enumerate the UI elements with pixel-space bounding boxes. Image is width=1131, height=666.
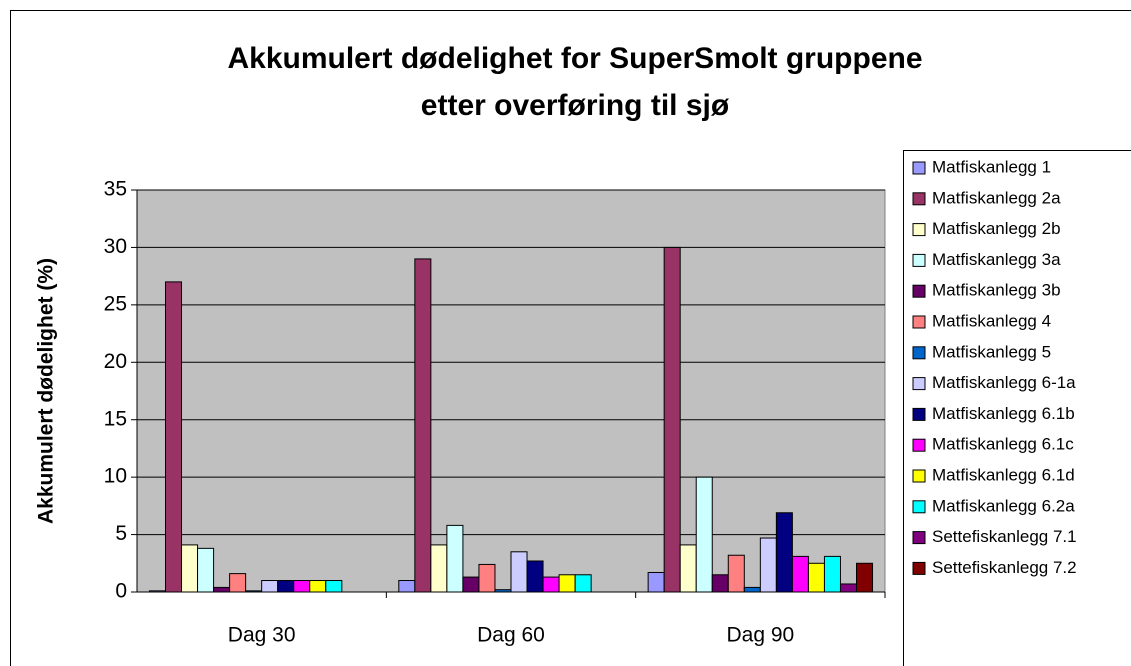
legend-swatch — [912, 531, 926, 545]
bar — [213, 586, 231, 593]
legend-label: Matfiskanlegg 5 — [932, 342, 1051, 361]
bar — [711, 574, 729, 593]
bar — [414, 258, 432, 593]
x-tick-label: Dag 90 — [726, 624, 794, 647]
bar — [430, 544, 448, 593]
y-tick-label: 30 — [104, 235, 127, 258]
bar — [197, 547, 215, 593]
legend-label: Matfiskanlegg 6.1d — [932, 465, 1075, 484]
bar — [542, 576, 560, 593]
bar — [245, 590, 263, 593]
legend-swatch — [912, 253, 926, 267]
legend-label: Matfiskanlegg 6.1c — [932, 435, 1074, 454]
legend-swatch — [912, 161, 926, 175]
bar — [727, 554, 745, 593]
legend-label: Matfiskanlegg 2b — [932, 219, 1061, 238]
legend-swatch — [912, 315, 926, 329]
bar — [148, 590, 166, 593]
y-tick-label: 5 — [115, 522, 127, 545]
bar — [164, 281, 183, 593]
y-tick-label: 25 — [104, 292, 127, 315]
bar — [181, 544, 199, 593]
y-axis-label: Akkumulert dødelighet (%) — [35, 258, 58, 524]
bar — [526, 560, 544, 593]
bar — [277, 580, 295, 593]
bar — [695, 476, 713, 593]
y-tick-label: 0 — [115, 580, 127, 603]
bar — [510, 551, 528, 593]
bar — [807, 562, 825, 593]
y-tick-label: 15 — [104, 407, 127, 430]
legend-label: Settefiskanlegg 7.1 — [932, 527, 1077, 546]
legend-label: Matfiskanlegg 6-1a — [932, 373, 1076, 392]
y-tick-label: 20 — [104, 350, 127, 373]
bar — [494, 589, 512, 593]
legend-swatch — [912, 438, 926, 452]
legend-swatch — [912, 284, 926, 298]
bar — [663, 246, 681, 593]
legend-swatch — [912, 223, 926, 237]
legend-label: Matfiskanlegg 6.1b — [932, 404, 1075, 423]
legend-swatch — [912, 469, 926, 483]
bar — [293, 580, 311, 593]
legend-label: Matfiskanlegg 4 — [932, 311, 1051, 330]
bar — [558, 574, 576, 593]
legend-swatch — [912, 407, 926, 421]
legend-label: Matfiskanlegg 2a — [932, 188, 1061, 207]
bar — [325, 580, 343, 593]
legend-label: Matfiskanlegg 3b — [932, 281, 1061, 300]
bar — [261, 580, 279, 593]
bar — [856, 562, 874, 593]
legend-swatch — [912, 346, 926, 360]
legend-label: Settefiskanlegg 7.2 — [932, 558, 1077, 577]
bar — [446, 524, 464, 593]
bar — [229, 573, 247, 593]
bar — [647, 571, 665, 593]
legend-swatch — [912, 377, 926, 391]
bar — [398, 580, 416, 593]
bar — [823, 555, 841, 593]
chart-title: etter overføring til sjø — [421, 89, 730, 122]
legend-label: Matfiskanlegg 3a — [932, 250, 1061, 269]
legend-label: Matfiskanlegg 6.2a — [932, 496, 1075, 515]
legend-box — [903, 150, 1131, 666]
legend-label: Matfiskanlegg 1 — [932, 157, 1051, 176]
plot-area — [136, 189, 886, 593]
bar — [679, 544, 697, 593]
bar — [462, 576, 480, 593]
bar — [839, 583, 858, 593]
x-tick-label: Dag 60 — [477, 624, 545, 647]
y-tick-label: 35 — [104, 178, 127, 201]
y-tick-label: 10 — [104, 465, 127, 488]
bar — [775, 512, 793, 593]
bar — [743, 586, 761, 593]
bar — [574, 574, 592, 593]
legend-swatch — [912, 561, 926, 575]
legend-swatch — [912, 500, 926, 514]
bar — [309, 580, 327, 593]
bar — [759, 537, 777, 593]
chart-title: Akkumulert dødelighet for SuperSmolt gru… — [227, 42, 922, 75]
x-tick-label: Dag 30 — [228, 624, 296, 647]
legend-swatch — [912, 192, 926, 206]
bar — [478, 563, 496, 593]
bar — [791, 555, 809, 593]
